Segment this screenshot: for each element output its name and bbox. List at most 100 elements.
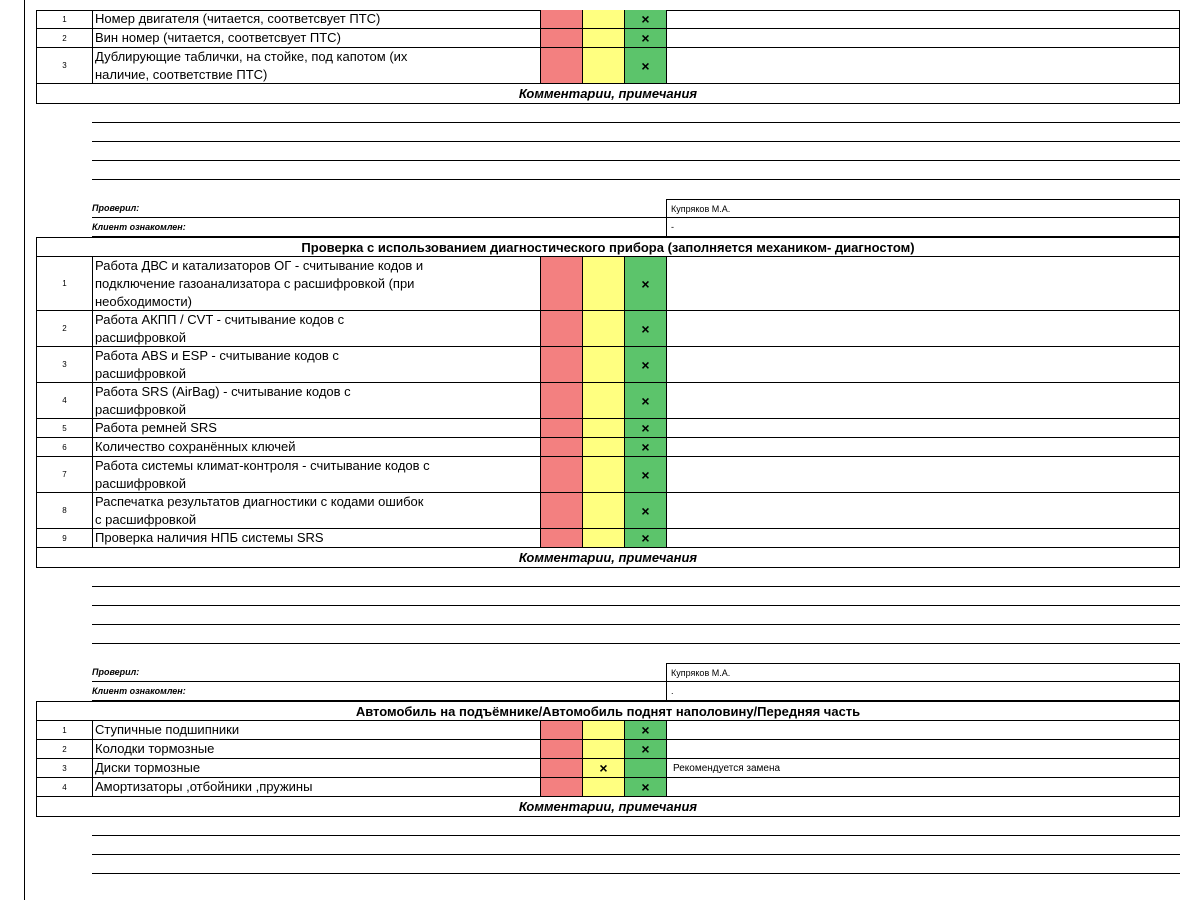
comment-line[interactable] [92, 836, 1180, 855]
client-ack-row: Клиент ознакомлен: . [92, 682, 1180, 701]
row-note[interactable] [666, 740, 1180, 759]
row-note[interactable] [666, 48, 1180, 84]
status-cell-red[interactable] [540, 457, 582, 493]
status-cell-yellow[interactable] [582, 48, 624, 84]
comment-line[interactable] [92, 606, 1180, 625]
row-note[interactable] [666, 257, 1180, 311]
row-note[interactable]: Рекомендуется замена [666, 759, 1180, 778]
comment-line[interactable] [92, 180, 1180, 199]
check-item-text: Амортизаторы ,отбойники ,пружины [92, 778, 540, 797]
comment-line[interactable] [92, 817, 1180, 836]
status-cell-yellow[interactable] [582, 740, 624, 759]
status-cell-yellow[interactable] [582, 257, 624, 311]
status-cell-green[interactable]: × [624, 29, 666, 48]
status-cell-yellow[interactable] [582, 347, 624, 383]
status-cell-green[interactable]: × [624, 48, 666, 84]
section3-comments-header: Комментарии, примечания [36, 797, 1180, 817]
status-cell-green[interactable]: × [624, 529, 666, 548]
checked-by-value: Купряков М.А. [666, 663, 1180, 682]
row-note[interactable] [666, 778, 1180, 797]
status-cell-yellow[interactable] [582, 778, 624, 797]
row-note[interactable] [666, 347, 1180, 383]
status-cell-yellow[interactable] [582, 383, 624, 419]
status-cell-yellow[interactable] [582, 438, 624, 457]
checklist-row: 3 Дублирующие таблички, на стойке, под ка… [36, 48, 1180, 84]
row-note[interactable] [666, 529, 1180, 548]
client-ack-value: . [666, 682, 1180, 701]
status-cell-green[interactable]: × [624, 10, 666, 29]
check-item-text: Количество сохранённых ключей [92, 438, 540, 457]
row-note[interactable] [666, 457, 1180, 493]
row-note[interactable] [666, 419, 1180, 438]
checklist-row: 4 Амортизаторы ,отбойники ,пружины × [36, 778, 1180, 797]
status-cell-red[interactable] [540, 778, 582, 797]
status-cell-red[interactable] [540, 48, 582, 84]
row-number: 3 [36, 347, 92, 383]
row-number: 7 [36, 457, 92, 493]
status-cell-yellow[interactable] [582, 721, 624, 740]
status-cell-green[interactable]: × [624, 419, 666, 438]
row-note[interactable] [666, 383, 1180, 419]
check-mark-icon: × [641, 779, 650, 795]
checklist-row: 7 Работа системы климат-контроля - считыв… [36, 457, 1180, 493]
check-mark-icon: × [641, 320, 650, 337]
status-cell-red[interactable] [540, 529, 582, 548]
client-ack-label: Клиент ознакомлен: [92, 682, 666, 701]
status-cell-red[interactable] [540, 347, 582, 383]
status-cell-yellow[interactable] [582, 529, 624, 548]
status-cell-yellow[interactable] [582, 29, 624, 48]
comment-line[interactable] [92, 104, 1180, 123]
status-cell-green[interactable]: × [624, 257, 666, 311]
status-cell-yellow[interactable] [582, 419, 624, 438]
comment-line[interactable] [92, 625, 1180, 644]
status-cell-green[interactable]: × [624, 493, 666, 529]
status-cell-red[interactable] [540, 257, 582, 311]
comment-line[interactable] [92, 568, 1180, 587]
status-cell-red[interactable] [540, 29, 582, 48]
status-cell-green[interactable]: × [624, 311, 666, 347]
comment-line[interactable] [92, 587, 1180, 606]
status-cell-red[interactable] [540, 383, 582, 419]
row-note[interactable] [666, 721, 1180, 740]
checklist-row: 2 Колодки тормозные × [36, 740, 1180, 759]
row-note[interactable] [666, 438, 1180, 457]
checklist-row: 3 Диски тормозные × Рекомендуется замена [36, 759, 1180, 778]
comment-line[interactable] [92, 855, 1180, 874]
status-cell-yellow[interactable] [582, 311, 624, 347]
status-cell-green[interactable]: × [624, 383, 666, 419]
row-note[interactable] [666, 10, 1180, 29]
row-note[interactable] [666, 29, 1180, 48]
row-note[interactable] [666, 311, 1180, 347]
status-cell-yellow[interactable] [582, 457, 624, 493]
status-cell-green[interactable]: × [624, 438, 666, 457]
status-cell-green[interactable]: × [624, 347, 666, 383]
status-cell-red[interactable] [540, 438, 582, 457]
comment-line[interactable] [92, 644, 1180, 663]
row-note[interactable] [666, 493, 1180, 529]
status-cell-green[interactable] [624, 759, 666, 778]
status-cell-red[interactable] [540, 721, 582, 740]
status-cell-yellow[interactable] [582, 10, 624, 29]
status-cell-green[interactable]: × [624, 721, 666, 740]
status-cell-red[interactable] [540, 419, 582, 438]
status-cell-red[interactable] [540, 311, 582, 347]
comment-line[interactable] [92, 142, 1180, 161]
checklist-row: 1 Номер двигателя (читается, соответсвует… [36, 10, 1180, 29]
check-mark-icon: × [641, 502, 650, 519]
status-cell-green[interactable]: × [624, 740, 666, 759]
inspection-sheet: 1 Номер двигателя (читается, соответсвует… [36, 10, 1180, 874]
status-cell-yellow[interactable]: × [582, 759, 624, 778]
status-cell-red[interactable] [540, 10, 582, 29]
status-cell-yellow[interactable] [582, 493, 624, 529]
status-cell-red[interactable] [540, 493, 582, 529]
status-cell-red[interactable] [540, 740, 582, 759]
status-cell-green[interactable]: × [624, 778, 666, 797]
row-number: 3 [36, 48, 92, 84]
comment-line[interactable] [92, 123, 1180, 142]
check-mark-icon: × [641, 530, 650, 546]
status-cell-red[interactable] [540, 759, 582, 778]
comment-line[interactable] [92, 161, 1180, 180]
status-cell-green[interactable]: × [624, 457, 666, 493]
check-item-text: Ступичные подшипники [92, 721, 540, 740]
section1-items: 1 Номер двигателя (читается, соответсвует… [36, 10, 1180, 84]
